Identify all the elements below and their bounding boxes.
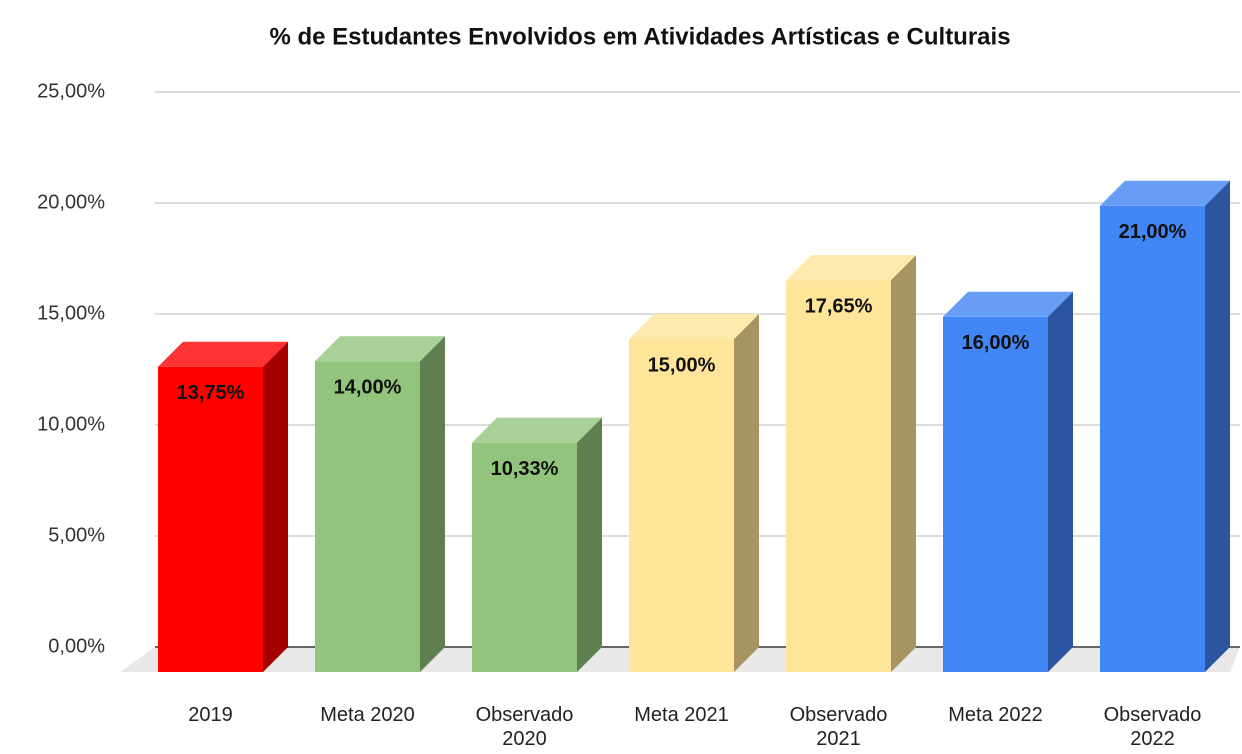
bar <box>472 417 602 672</box>
bar-face <box>734 314 759 672</box>
data-label: 10,33% <box>491 458 559 480</box>
x-tick-label: Observado 2021 <box>789 704 888 750</box>
bar-face <box>315 361 420 672</box>
bar-face <box>472 442 577 672</box>
bar <box>943 291 1073 672</box>
bar-face <box>943 291 1073 317</box>
bar <box>158 341 288 672</box>
y-tick-label: 25,00% <box>37 80 105 102</box>
x-tick-label: Meta 2020 <box>320 704 415 726</box>
x-tick-label: Observado 2020 <box>475 704 574 750</box>
x-tick-label: Observado 2022 <box>1103 704 1202 750</box>
x-tick-label: Meta 2022 <box>948 704 1043 726</box>
y-tick-label: 5,00% <box>48 524 105 546</box>
y-tick-label: 10,00% <box>37 413 105 435</box>
bar-face <box>786 280 891 672</box>
data-label: 21,00% <box>1119 221 1187 243</box>
bar-face <box>1048 291 1073 672</box>
data-label: 16,00% <box>962 332 1030 354</box>
bar <box>786 255 916 673</box>
bar-face <box>629 314 759 339</box>
y-tick-label: 0,00% <box>48 635 105 657</box>
bar-face <box>943 316 1048 672</box>
bar-face <box>315 336 445 362</box>
bar-face <box>263 341 288 672</box>
data-label: 14,00% <box>334 376 402 398</box>
bar-face <box>1100 180 1230 206</box>
data-label: 17,65% <box>805 295 873 317</box>
bar-face <box>786 255 916 281</box>
data-label: 15,00% <box>648 354 716 376</box>
bar-face <box>891 255 916 673</box>
x-tick-label: 2019 <box>188 704 233 726</box>
bar-face <box>158 366 263 672</box>
y-tick-label: 20,00% <box>37 191 105 213</box>
bar-face <box>472 417 602 443</box>
bar-face <box>420 336 445 672</box>
bar <box>629 314 759 672</box>
y-tick-label: 15,00% <box>37 302 105 324</box>
bar-face <box>1205 180 1230 673</box>
x-tick-label: Meta 2021 <box>634 704 729 726</box>
data-label: 13,75% <box>177 382 245 404</box>
bar-face <box>577 417 602 672</box>
bar <box>315 336 445 672</box>
bar <box>1100 180 1230 673</box>
bar-face <box>1100 205 1205 673</box>
chart-title: % de Estudantes Envolvidos em Atividades… <box>269 23 1010 50</box>
bar-face <box>158 341 288 367</box>
bar-face <box>629 339 734 672</box>
